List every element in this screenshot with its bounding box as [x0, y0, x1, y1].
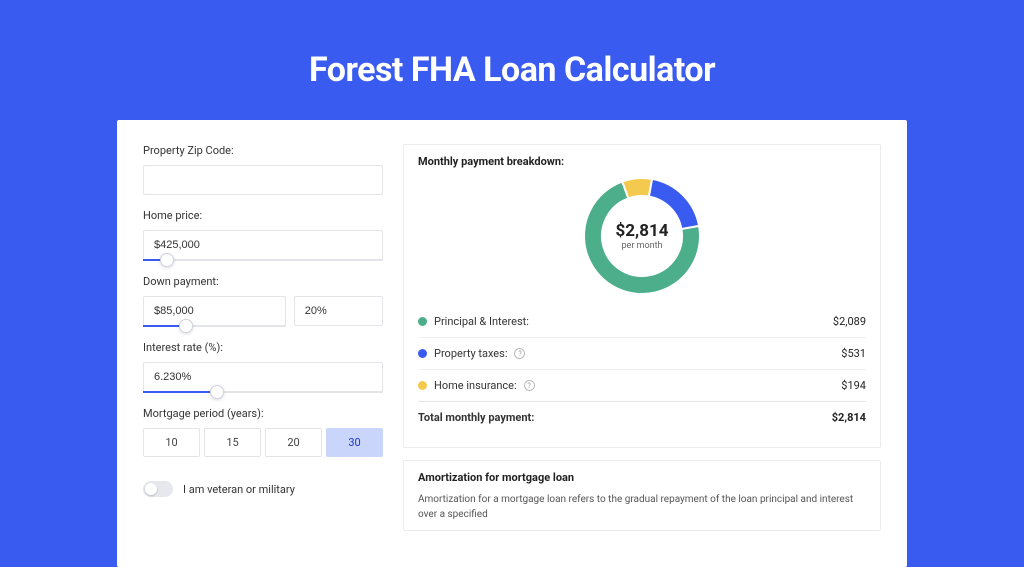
period-pill-group: 10152030: [143, 428, 383, 457]
legend-value: $531: [841, 347, 866, 360]
period-pill-15[interactable]: 15: [204, 428, 261, 457]
breakdown-panel: Monthly payment breakdown: $2,814 per mo…: [403, 144, 881, 448]
page-title: Forest FHA Loan Calculator: [54, 50, 970, 90]
breakdown-title: Monthly payment breakdown:: [418, 155, 866, 168]
legend-dot: [418, 349, 427, 358]
slider-thumb[interactable]: [210, 385, 224, 399]
veteran-toggle[interactable]: [143, 481, 173, 497]
period-pill-30[interactable]: 30: [326, 428, 383, 457]
breakdown-row-pi: Principal & Interest: $2,089: [418, 306, 866, 337]
legend-dot: [418, 317, 427, 326]
amortization-title: Amortization for mortgage loan: [418, 471, 866, 484]
interest-label: Interest rate (%):: [143, 341, 383, 354]
legend-label: Principal & Interest:: [434, 315, 529, 328]
legend-value: $194: [841, 379, 866, 392]
slider-thumb[interactable]: [179, 319, 193, 333]
donut-sub: per month: [616, 241, 669, 251]
legend-dot: [418, 381, 427, 390]
period-label: Mortgage period (years):: [143, 407, 383, 420]
legend-value: $2,089: [833, 315, 866, 328]
down-payment-label: Down payment:: [143, 275, 383, 288]
period-pill-10[interactable]: 10: [143, 428, 200, 457]
down-payment-slider[interactable]: [143, 325, 286, 327]
down-payment-percent-input[interactable]: [294, 296, 383, 326]
breakdown-row-ins: Home insurance:? $194: [418, 369, 866, 401]
breakdown-row-tax: Property taxes:? $531: [418, 337, 866, 369]
home-price-label: Home price:: [143, 209, 383, 222]
donut-amount: $2,814: [616, 221, 669, 241]
zip-label: Property Zip Code:: [143, 144, 383, 157]
total-label: Total monthly payment:: [418, 411, 534, 424]
veteran-label: I am veteran or military: [183, 483, 295, 496]
interest-slider[interactable]: [143, 391, 383, 393]
calculator-card: Property Zip Code: Home price: Down paym…: [117, 120, 907, 567]
zip-input[interactable]: [143, 165, 383, 195]
amortization-text: Amortization for a mortgage loan refers …: [418, 492, 866, 522]
amortization-panel: Amortization for mortgage loan Amortizat…: [403, 460, 881, 531]
info-icon[interactable]: ?: [524, 380, 535, 391]
home-price-input[interactable]: [143, 230, 383, 260]
donut-chart: $2,814 per month: [418, 176, 866, 296]
legend-label: Property taxes:: [434, 347, 507, 360]
slider-thumb[interactable]: [160, 253, 174, 267]
period-pill-20[interactable]: 20: [265, 428, 322, 457]
interest-input[interactable]: [143, 362, 383, 392]
breakdown-column: Monthly payment breakdown: $2,814 per mo…: [403, 144, 881, 543]
total-value: $2,814: [832, 411, 866, 424]
form-column: Property Zip Code: Home price: Down paym…: [143, 144, 383, 543]
info-icon[interactable]: ?: [514, 348, 525, 359]
down-payment-amount-input[interactable]: [143, 296, 286, 326]
legend-label: Home insurance:: [434, 379, 517, 392]
home-price-slider[interactable]: [143, 259, 383, 261]
